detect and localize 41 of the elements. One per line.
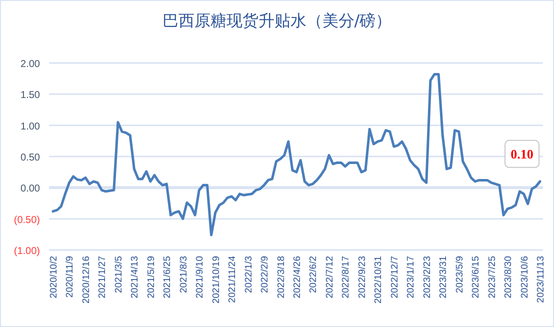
y-tick-label: (1.00) xyxy=(14,246,40,257)
x-tick-label: 2022/2/9 xyxy=(260,256,271,293)
x-tick-label: 2022/3/18 xyxy=(276,256,287,298)
x-tick-label: 2022/7/12 xyxy=(324,256,336,298)
x-tick-label: 2021/3/5 xyxy=(113,256,124,293)
x-tick-label: 2022/4/26 xyxy=(292,256,303,298)
y-tick-label: 1.50 xyxy=(20,90,40,102)
line-series xyxy=(52,72,542,236)
x-tick-label: 2022/6/2 xyxy=(308,256,320,293)
x-tick-label: 2021/4/13 xyxy=(130,256,141,298)
x-tick-label: 2022/8/17 xyxy=(340,256,352,298)
y-tick-label: 1.00 xyxy=(20,121,40,132)
x-tick-label: 2023/3/31 xyxy=(438,256,450,298)
chart-title: 巴西原糖现货升贴水（美分/磅） xyxy=(162,11,392,30)
x-tick-label: 2022/12/7 xyxy=(389,256,400,298)
y-tick-label: 0.00 xyxy=(20,184,40,195)
x-tick-label: 2020/11/9 xyxy=(64,256,76,298)
x-tick-label: 2021/9/10 xyxy=(194,256,206,298)
data-label: 0.10 xyxy=(510,146,534,162)
x-tick-label: 2022/10/31 xyxy=(373,256,384,304)
x-tick-label: 2020/10/2 xyxy=(48,256,60,298)
y-tick-label: 0.50 xyxy=(20,152,40,164)
x-tick-label: 2021/11/24 xyxy=(227,256,238,303)
x-tick-label: 2023/10/6 xyxy=(519,256,530,298)
x-tick-label: 2023/1/17 xyxy=(406,256,417,298)
x-tick-label: 2023/7/25 xyxy=(486,256,498,298)
x-tick-label: 2023/5/9 xyxy=(454,256,466,293)
x-tick-label: 2022/1/3 xyxy=(243,256,254,293)
x-tick-label: 2022/9/23 xyxy=(356,256,368,298)
x-tick-label: 2023/8/30 xyxy=(503,256,514,298)
x-tick-label: 2021/5/19 xyxy=(146,256,157,298)
x-tick-label: 2020/12/16 xyxy=(80,256,92,304)
y-tick-label: 2.00 xyxy=(20,59,40,70)
x-tick-label: 2023/6/15 xyxy=(470,256,482,298)
x-tick-label: 2023/11/13 xyxy=(536,256,546,303)
x-tick-label: 2021/10/19 xyxy=(210,256,222,304)
x-tick-label: 2021/8/3 xyxy=(178,256,190,293)
x-tick-label: 2021/1/27 xyxy=(97,256,108,298)
y-tick-label: (0.50) xyxy=(14,214,40,226)
x-tick-label: 2021/6/25 xyxy=(162,256,174,298)
x-tick-label: 2023/2/23 xyxy=(422,256,433,298)
